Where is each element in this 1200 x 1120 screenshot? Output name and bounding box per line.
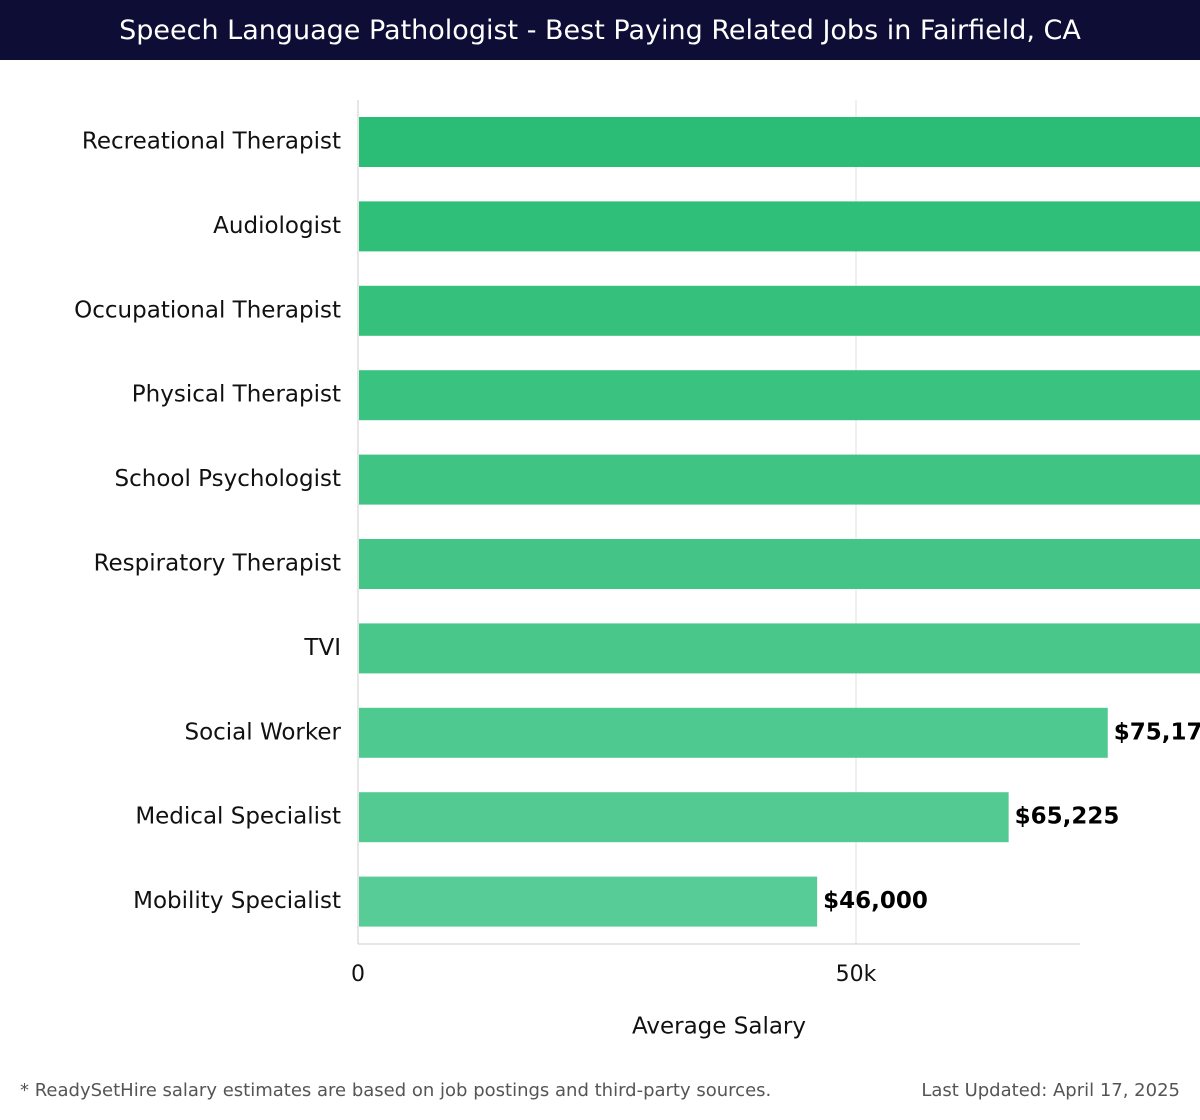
category-label: Recreational Therapist bbox=[82, 129, 341, 155]
bar bbox=[359, 539, 1200, 589]
category-label: Audiologist bbox=[213, 213, 341, 239]
category-label: Mobility Specialist bbox=[133, 888, 341, 914]
salary-bar-chart: Recreational Therapist$137,844Audiologis… bbox=[74, 100, 1200, 1040]
bar bbox=[359, 285, 1200, 336]
x-tick-label: 0 bbox=[351, 962, 365, 987]
x-tick-label: 50k bbox=[836, 962, 877, 987]
bar bbox=[359, 454, 1200, 505]
chart-title: Speech Language Pathologist - Best Payin… bbox=[119, 14, 1081, 46]
category-label: Occupational Therapist bbox=[74, 297, 341, 323]
category-label: Medical Specialist bbox=[135, 804, 341, 830]
bar bbox=[359, 370, 1200, 421]
category-label: TVI bbox=[303, 635, 341, 661]
bar bbox=[359, 876, 818, 927]
category-label: School Psychologist bbox=[115, 466, 341, 492]
bar bbox=[359, 117, 1200, 167]
bar bbox=[359, 623, 1200, 674]
category-label: Physical Therapist bbox=[132, 382, 341, 408]
value-label: $75,177 bbox=[1114, 719, 1200, 745]
chart-title-bar: Speech Language Pathologist - Best Payin… bbox=[0, 0, 1200, 60]
last-updated: Last Updated: April 17, 2025 bbox=[921, 1080, 1180, 1101]
bar bbox=[359, 707, 1108, 758]
category-label: Respiratory Therapist bbox=[94, 551, 341, 577]
bar bbox=[359, 201, 1200, 252]
value-label: $46,000 bbox=[823, 888, 928, 914]
category-label: Social Worker bbox=[184, 719, 341, 745]
x-axis-title: Average Salary bbox=[632, 1014, 806, 1040]
footer-note: * ReadySetHire salary estimates are base… bbox=[20, 1080, 772, 1101]
value-label: $65,225 bbox=[1015, 804, 1120, 830]
bar bbox=[359, 792, 1009, 843]
